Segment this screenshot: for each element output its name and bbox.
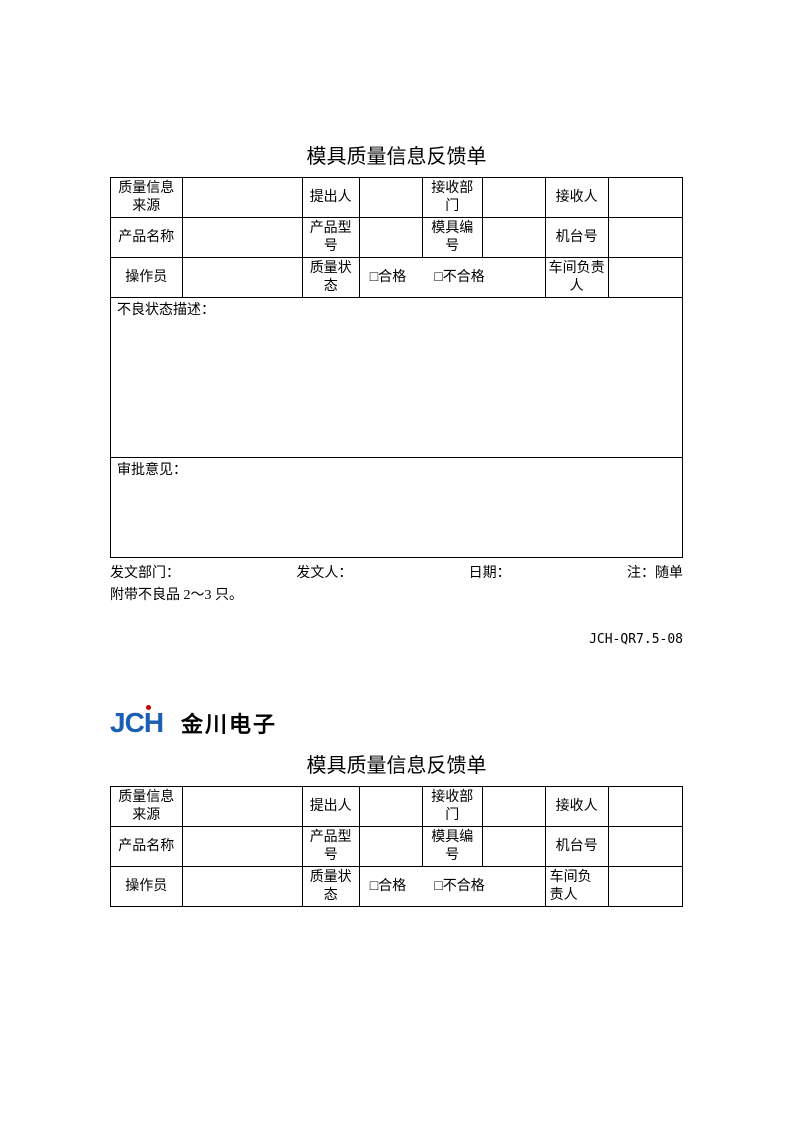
jch-logo-icon: JCH <box>110 709 163 737</box>
document-id: JCH-QR7.5-08 <box>110 632 683 647</box>
f2-r1-source-label: 质量信息来源 <box>111 787 183 827</box>
r1-recvdept-value[interactable] <box>482 178 545 218</box>
f2-r2-model-label: 产品型号 <box>302 827 359 867</box>
form1-table: 质量信息来源 提出人 接收部门 接收人 产品名称 产品型号 模具编号 机台号 操… <box>110 177 683 558</box>
footer-note-prefix: 注：随单 <box>627 562 683 582</box>
form2-title: 模具质量信息反馈单 <box>110 749 683 778</box>
f2-r1-recvdept-label: 接收部门 <box>422 787 482 827</box>
f2-r3-supervisor-value[interactable] <box>608 867 682 907</box>
footer-person: 发文人： <box>296 562 352 582</box>
r1-proposer-value[interactable] <box>359 178 422 218</box>
r2-mold-value[interactable] <box>482 218 545 258</box>
f2-r1-recvperson-label: 接收人 <box>545 787 608 827</box>
f2-r3-supervisor-label: 车间负责人 <box>545 867 608 907</box>
f2-r2-prodname-label: 产品名称 <box>111 827 183 867</box>
f2-r1-recvdept-value[interactable] <box>482 787 545 827</box>
logo-dot-icon <box>146 705 151 710</box>
f2-r3-operator-label: 操作员 <box>111 867 183 907</box>
f2-r1-source-value[interactable] <box>182 787 302 827</box>
r3-operator-label: 操作员 <box>111 258 183 298</box>
r1-source-value[interactable] <box>182 178 302 218</box>
r3-operator-value[interactable] <box>182 258 302 298</box>
f2-r3-operator-value[interactable] <box>182 867 302 907</box>
r1-source-label: 质量信息来源 <box>111 178 183 218</box>
form2-table: 质量信息来源 提出人 接收部门 接收人 产品名称 产品型号 模具编号 机台号 操… <box>110 786 683 907</box>
defect-description[interactable]: 不良状态描述： <box>111 298 683 458</box>
f2-r2-mold-label: 模具编号 <box>422 827 482 867</box>
f2-r3-status-label: 质量状态 <box>302 867 359 907</box>
logo-letter-j: J <box>110 709 125 737</box>
f2-r2-mold-value[interactable] <box>482 827 545 867</box>
footer-date: 日期： <box>469 562 511 582</box>
r2-prodname-value[interactable] <box>182 218 302 258</box>
r2-prodname-label: 产品名称 <box>111 218 183 258</box>
company-name: 金川电子 <box>181 707 277 739</box>
f2-r2-machine-label: 机台号 <box>545 827 608 867</box>
r3-supervisor-label: 车间负责人 <box>545 258 608 298</box>
r1-recvperson-value[interactable] <box>608 178 682 218</box>
r3-status-label: 质量状态 <box>302 258 359 298</box>
r3-supervisor-value[interactable] <box>608 258 682 298</box>
f2-r1-proposer-value[interactable] <box>359 787 422 827</box>
r2-machine-value[interactable] <box>608 218 682 258</box>
f2-r1-recvperson-value[interactable] <box>608 787 682 827</box>
r2-machine-label: 机台号 <box>545 218 608 258</box>
r2-mold-label: 模具编号 <box>422 218 482 258</box>
r1-recvperson-label: 接收人 <box>545 178 608 218</box>
r2-model-value[interactable] <box>359 218 422 258</box>
logo-letter-h: H <box>144 709 163 737</box>
company-logo-row: JCH 金川电子 <box>110 707 683 739</box>
f2-r3-status-checkboxes[interactable]: □合格 □不合格 <box>359 867 545 907</box>
r1-proposer-label: 提出人 <box>302 178 359 218</box>
footer-dept: 发文部门： <box>110 562 180 582</box>
r1-recvdept-label: 接收部门 <box>422 178 482 218</box>
approval-opinion[interactable]: 审批意见： <box>111 458 683 558</box>
f2-r2-machine-value[interactable] <box>608 827 682 867</box>
footer-note: 附带不良品 2～3 只。 <box>110 584 683 604</box>
r3-status-checkboxes[interactable]: □合格 □不合格 <box>359 258 545 298</box>
f2-r2-prodname-value[interactable] <box>182 827 302 867</box>
f2-r2-model-value[interactable] <box>359 827 422 867</box>
r2-model-label: 产品型号 <box>302 218 359 258</box>
f2-r1-proposer-label: 提出人 <box>302 787 359 827</box>
logo-letter-c: C <box>125 709 144 737</box>
form1-title: 模具质量信息反馈单 <box>110 140 683 169</box>
form1-footer: 发文部门： 发文人： 日期： 注：随单 <box>110 562 683 582</box>
